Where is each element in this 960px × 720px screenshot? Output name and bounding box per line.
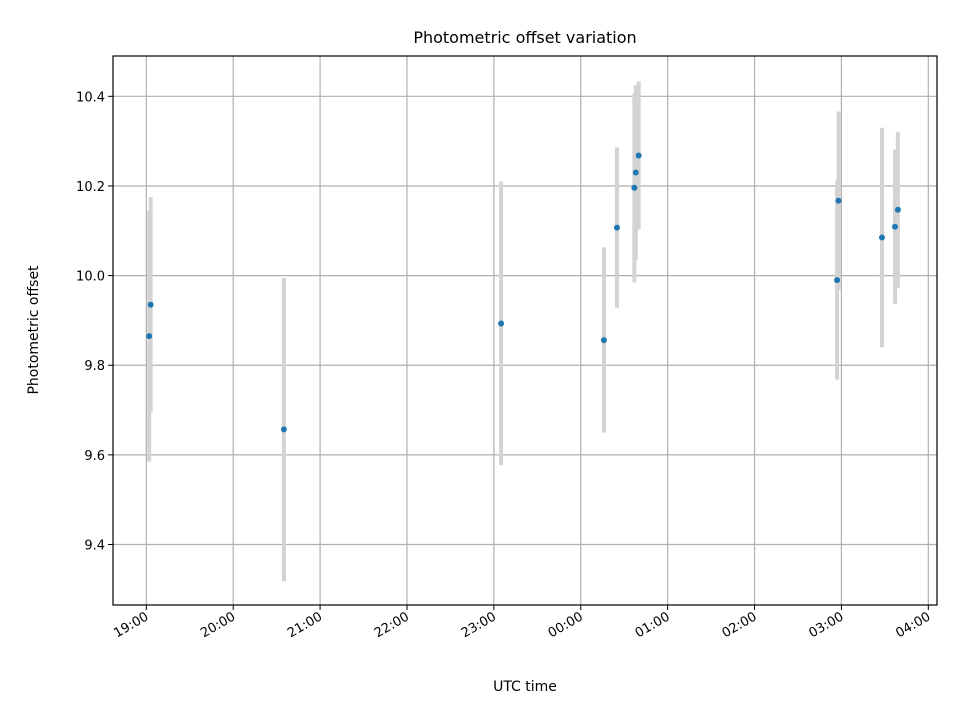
x-tick-label: 04:00 — [893, 609, 933, 641]
data-point — [631, 184, 638, 191]
data-point — [635, 152, 642, 159]
x-tick-label: 22:00 — [372, 609, 412, 641]
x-tick-label: 01:00 — [633, 609, 673, 641]
x-tick-label: 21:00 — [285, 609, 325, 641]
y-axis-ticks: 9.4 9.6 9.8 10.0 10.2 10.4 — [76, 90, 113, 553]
x-tick-label: 00:00 — [546, 609, 586, 641]
data-point — [600, 337, 607, 344]
data-point — [147, 301, 154, 308]
data-point — [878, 234, 885, 241]
x-tick-label: 23:00 — [459, 609, 499, 641]
x-axis-label: UTC time — [493, 679, 557, 695]
data-point — [834, 277, 841, 284]
chart-title: Photometric offset variation — [413, 28, 636, 47]
x-tick-label: 20:00 — [198, 609, 238, 641]
y-tick-label: 9.8 — [84, 359, 105, 374]
y-axis-label: Photometric offset — [26, 265, 42, 395]
x-tick-label: 03:00 — [806, 609, 846, 641]
data-points — [146, 152, 901, 433]
data-point — [835, 197, 842, 204]
data-point — [892, 223, 899, 230]
y-tick-label: 10.2 — [76, 180, 105, 195]
data-point — [894, 206, 901, 213]
x-axis-ticks: 19:00 20:00 21:00 22:00 23:00 00:00 01:00 02:00… — [111, 605, 933, 641]
data-point — [632, 169, 639, 176]
y-tick-label: 10.0 — [76, 270, 105, 285]
data-point — [613, 224, 620, 231]
data-point — [498, 320, 505, 327]
plot-frame — [112, 55, 938, 606]
data-point — [146, 333, 153, 340]
data-point — [280, 426, 287, 433]
x-tick-label: 02:00 — [720, 609, 760, 641]
error-bars — [147, 81, 900, 582]
y-tick-label: 10.4 — [76, 90, 105, 105]
y-tick-label: 9.6 — [84, 449, 105, 464]
y-tick-label: 9.4 — [84, 538, 105, 553]
x-tick-label: 19:00 — [111, 609, 151, 641]
grid-lines — [113, 56, 937, 605]
